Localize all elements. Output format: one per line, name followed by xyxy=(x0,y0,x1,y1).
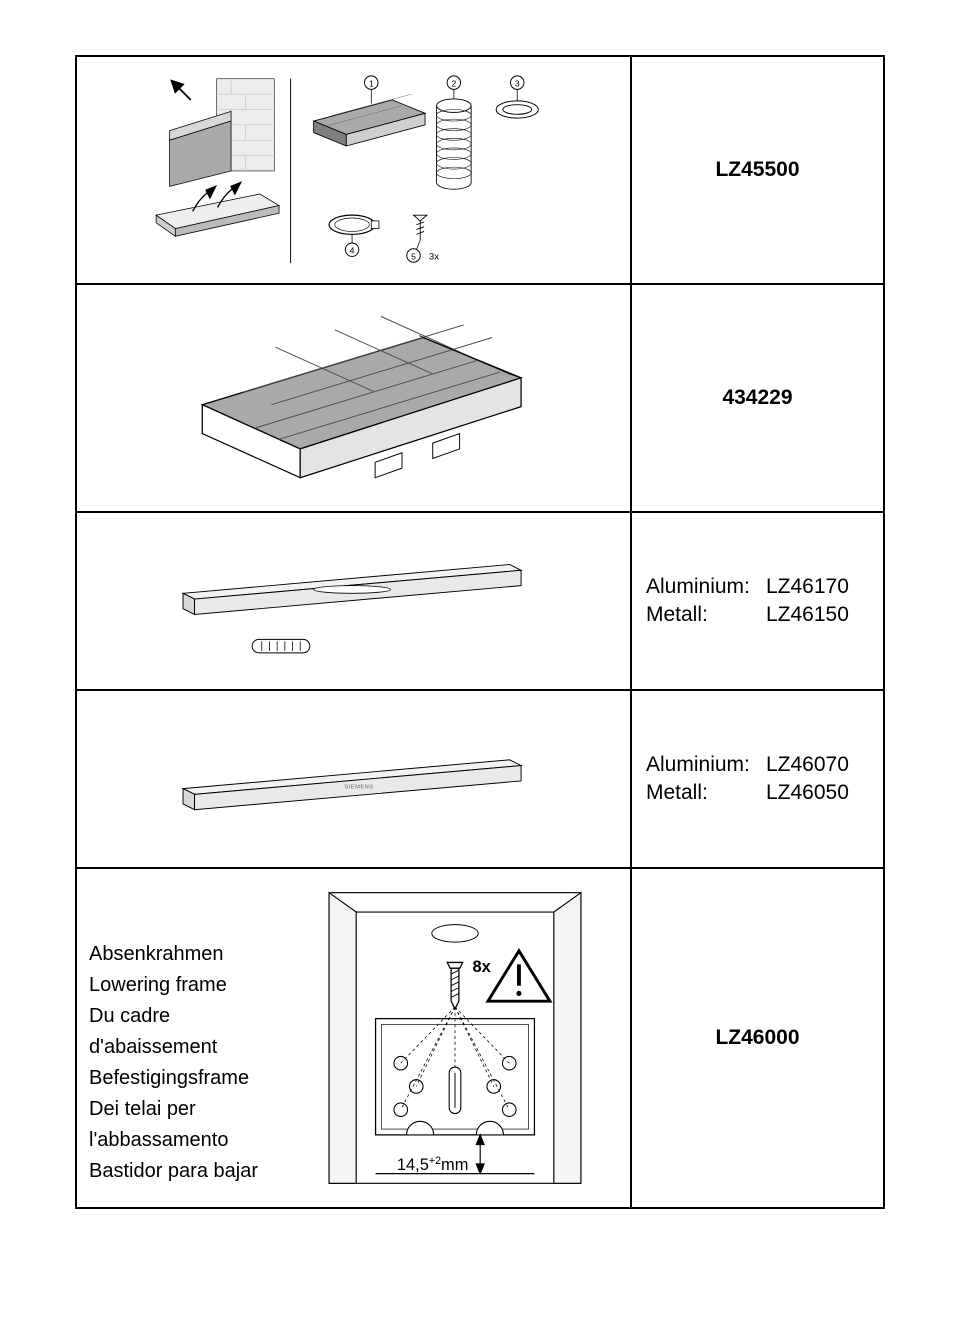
row5-svg: 8x xyxy=(300,878,610,1198)
table-row: Absenkrahmen Lowering frame Du cadre d'a… xyxy=(77,869,883,1207)
callout-4: 4 xyxy=(350,246,355,256)
row5-text-1: Absenkrahmen xyxy=(89,939,299,970)
row5-text-5: Dei telai per l'abbassamento xyxy=(89,1094,299,1156)
row1-label-cell: LZ45500 xyxy=(632,57,883,283)
row3-label-cell: Aluminium: LZ46170 Metall: LZ46150 xyxy=(632,513,883,689)
table-row: 1 xyxy=(77,57,883,285)
callout-1: 1 xyxy=(369,78,374,88)
screw-qty: 8x xyxy=(472,958,491,976)
brand-text: SIEMENS xyxy=(344,785,373,791)
callout-3: 3 xyxy=(515,78,520,88)
row5-text-6: Bastidor para bajar xyxy=(89,1156,299,1187)
row3-v2: LZ46150 xyxy=(766,601,849,629)
row5-text-block: Absenkrahmen Lowering frame Du cadre d'a… xyxy=(89,939,299,1187)
row4-svg: SIEMENS xyxy=(87,701,620,857)
row5-label-cell: LZ46000 xyxy=(632,869,883,1207)
row5-illustration: Absenkrahmen Lowering frame Du cadre d'a… xyxy=(77,869,632,1207)
row4-illustration: SIEMENS xyxy=(77,691,632,867)
row4-k1: Aluminium: xyxy=(646,751,756,779)
row5-text-3: Du cadre d'abaissement xyxy=(89,1001,299,1063)
table-row: SIEMENS Aluminium: LZ46070 Metall: LZ460… xyxy=(77,691,883,869)
row4-kv-2: Metall: LZ46050 xyxy=(646,779,869,807)
row3-k2: Metall: xyxy=(646,601,756,629)
row5-part-number: LZ46000 xyxy=(646,1026,869,1050)
row4-k2: Metall: xyxy=(646,779,756,807)
table-row: Aluminium: LZ46170 Metall: LZ46150 xyxy=(77,513,883,691)
row4-label-cell: Aluminium: LZ46070 Metall: LZ46050 xyxy=(632,691,883,867)
table-row: 434229 xyxy=(77,285,883,513)
row3-kv-2: Metall: LZ46150 xyxy=(646,601,869,629)
row3-v1: LZ46170 xyxy=(766,573,849,601)
callout-2: 2 xyxy=(451,78,456,88)
row5-text-2: Lowering frame xyxy=(89,970,299,1001)
callout-5: 5 xyxy=(411,251,416,261)
row1-part-number: LZ45500 xyxy=(646,158,869,182)
row3-k1: Aluminium: xyxy=(646,573,756,601)
page: 1 xyxy=(0,0,954,1326)
row2-illustration xyxy=(77,285,632,511)
callout-5-qty: 3x xyxy=(429,251,439,262)
row2-label-cell: 434229 xyxy=(632,285,883,511)
row4-v1: LZ46070 xyxy=(766,751,849,779)
row2-part-number: 434229 xyxy=(646,386,869,410)
row1-svg: 1 xyxy=(87,67,620,273)
row2-svg xyxy=(87,295,620,501)
row5-text-4: Befestigingsframe xyxy=(89,1063,299,1094)
row4-v2: LZ46050 xyxy=(766,779,849,807)
row1-illustration: 1 xyxy=(77,57,632,283)
parts-table: 1 xyxy=(75,55,885,1209)
row3-kv-1: Aluminium: LZ46170 xyxy=(646,573,869,601)
row3-illustration xyxy=(77,513,632,689)
row4-kv-1: Aluminium: LZ46070 xyxy=(646,751,869,779)
row3-svg xyxy=(87,523,620,679)
